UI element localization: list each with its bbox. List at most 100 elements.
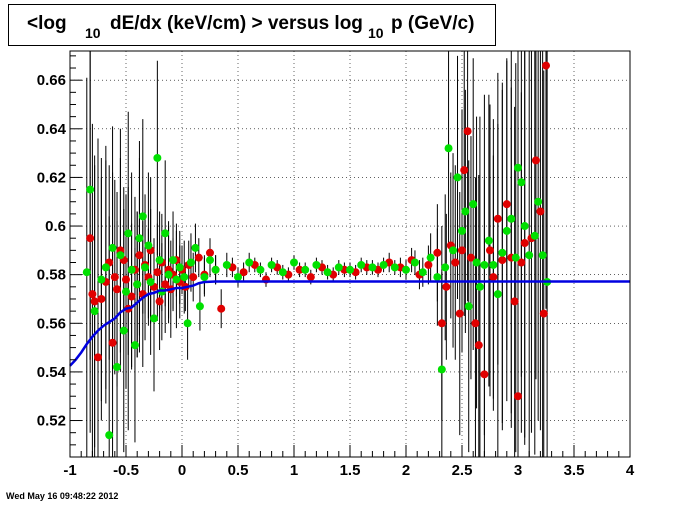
data-point-green <box>301 265 310 274</box>
data-point-red <box>442 282 451 291</box>
data-point-green <box>312 260 321 269</box>
x-tick-label: -1 <box>63 462 76 479</box>
data-point-green <box>195 302 204 311</box>
data-point-green <box>498 248 507 257</box>
data-point-green <box>211 265 220 274</box>
data-point-red <box>295 265 304 274</box>
data-point-green <box>82 268 91 277</box>
data-point-green <box>426 253 435 262</box>
data-point-green <box>449 246 458 255</box>
data-point-green <box>256 265 265 274</box>
data-point-red <box>97 294 106 303</box>
data-point-red <box>460 166 469 175</box>
data-point-green <box>135 234 144 243</box>
data-point-green <box>538 251 547 260</box>
data-point-red <box>455 309 464 318</box>
data-point-green <box>484 236 493 245</box>
data-point-green <box>234 273 242 282</box>
data-point-green <box>108 243 117 252</box>
data-point-green <box>164 270 173 279</box>
data-point-red <box>135 251 144 260</box>
data-point-green <box>90 307 99 316</box>
data-point-green <box>161 229 170 238</box>
data-point-red <box>466 253 475 262</box>
data-point-green <box>461 207 470 216</box>
data-point-green <box>323 268 332 277</box>
x-tick-label: 3 <box>514 462 522 479</box>
y-tick-label: 0.66 <box>37 72 66 89</box>
data-point-green <box>113 363 122 372</box>
x-tick-label: 1 <box>290 462 298 479</box>
chart-title-box: <log 10 dE/dx (keV/cm) > versus log 10 p… <box>8 4 496 46</box>
data-point-red <box>127 292 136 301</box>
title-subscript-1: 10 <box>85 25 101 41</box>
data-point-green <box>267 260 276 269</box>
data-point-red <box>463 127 472 136</box>
data-point-red <box>517 258 526 267</box>
y-tick-label: 0.58 <box>37 267 66 284</box>
data-point-red <box>433 248 442 257</box>
data-point-green <box>444 144 453 153</box>
data-point-red <box>502 200 511 209</box>
data-point-green <box>437 365 446 374</box>
data-point-red <box>206 248 214 257</box>
x-tick-label: 4 <box>626 462 635 479</box>
data-point-green <box>517 178 526 187</box>
title-part-3: p (GeV/c) <box>391 13 475 34</box>
data-point-red <box>239 268 248 277</box>
data-point-green <box>469 200 478 209</box>
data-point-red <box>510 297 519 306</box>
data-point-green <box>278 268 287 277</box>
y-tick-label: 0.56 <box>37 315 66 332</box>
data-point-red <box>110 273 119 282</box>
title-part-2: dE/dx (keV/cm) > versus log <box>110 13 363 34</box>
data-point-green <box>119 326 128 335</box>
fit-curve-layer <box>69 280 630 367</box>
fit-curve <box>69 280 630 367</box>
data-point-green <box>122 287 130 296</box>
data-point-red <box>194 253 203 262</box>
data-point-green <box>116 251 125 260</box>
data-point-green <box>520 222 529 231</box>
data-point-red <box>498 256 507 265</box>
data-point-red <box>161 280 170 289</box>
data-point-green <box>502 226 511 235</box>
data-point-red <box>493 214 502 223</box>
data-point-green <box>155 256 164 265</box>
data-point-red <box>437 319 446 328</box>
data-point-green <box>368 263 377 272</box>
data-point-red <box>471 319 480 328</box>
data-point-green <box>186 258 195 267</box>
title-part-1: <log <box>27 13 67 34</box>
data-point-green <box>511 253 520 262</box>
data-point-green <box>480 260 489 269</box>
data-point-green <box>245 258 254 267</box>
data-point-green <box>433 273 442 282</box>
data-point-green <box>453 173 462 182</box>
data-point-green <box>475 282 484 291</box>
data-point-green <box>86 185 95 194</box>
data-point-green <box>222 260 231 269</box>
data-point-green <box>530 231 539 240</box>
data-point-green <box>410 258 419 267</box>
axes: -1 -0.5 0 0.5 1 1.5 2 2.5 3 3.5 4 0.52 0.54 0.56 0.58 0… <box>37 55 635 479</box>
data-point-green <box>175 263 184 272</box>
data-point-green <box>402 265 410 274</box>
data-point-green <box>357 260 366 269</box>
data-point-green <box>191 243 200 252</box>
data-point-red <box>113 285 122 294</box>
data-point-red <box>486 246 494 255</box>
data-point-red <box>122 275 130 284</box>
data-point-green <box>206 256 214 265</box>
data-point-green <box>130 341 139 350</box>
y-tick-label: 0.6 <box>45 218 66 235</box>
data-point-green <box>144 241 153 250</box>
error-bars <box>86 51 548 457</box>
data-point-green <box>379 260 388 269</box>
data-point-red <box>520 239 529 248</box>
data-point-green <box>525 251 534 260</box>
y-tick-label: 0.64 <box>37 121 67 138</box>
data-point-green <box>472 258 481 267</box>
x-tick-label: 3.5 <box>564 462 585 479</box>
